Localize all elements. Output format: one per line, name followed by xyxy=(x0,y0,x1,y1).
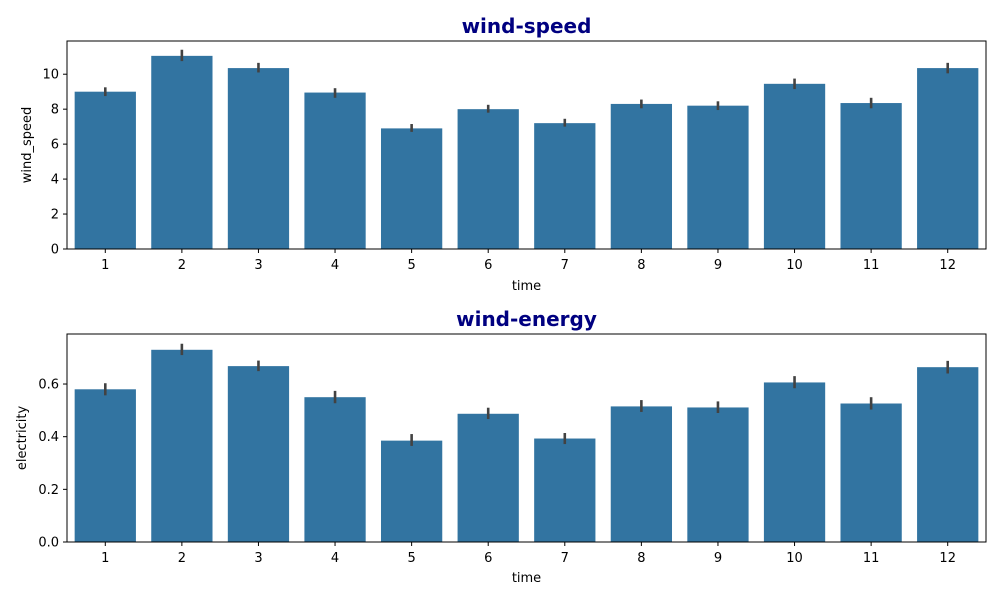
y-tick-label: 6 xyxy=(51,138,59,153)
bar-5 xyxy=(380,440,443,542)
x-tick-label: 2 xyxy=(178,258,186,273)
y-tick-label: 2 xyxy=(51,208,59,223)
bar-4 xyxy=(304,397,366,542)
bar-12 xyxy=(917,367,979,542)
x-tick-label: 6 xyxy=(484,258,492,273)
x-tick-label: 3 xyxy=(254,551,262,566)
x-tick-label: 7 xyxy=(561,551,569,566)
bar-5 xyxy=(380,128,443,249)
y-tick-label: 0.2 xyxy=(38,483,59,498)
y-tick-label: 0.0 xyxy=(38,536,59,551)
x-tick-label: 1 xyxy=(101,258,109,273)
bar-6 xyxy=(457,413,519,542)
x-tick-label: 3 xyxy=(254,258,262,273)
y-tick-label: 0 xyxy=(51,243,59,258)
x-axis-label: time xyxy=(512,279,541,294)
bar-11 xyxy=(840,403,902,542)
y-axis-label: wind_speed xyxy=(20,107,35,184)
bar-3 xyxy=(227,68,290,249)
y-tick-label: 8 xyxy=(51,103,59,118)
chart-title: wind-speed xyxy=(462,14,592,38)
bar-1 xyxy=(74,389,136,542)
y-tick-label: 4 xyxy=(51,173,59,188)
bar-6 xyxy=(457,109,519,250)
chart-title: wind-energy xyxy=(456,307,597,331)
x-tick-label: 8 xyxy=(637,258,645,273)
bar-10 xyxy=(763,382,826,542)
bar-9 xyxy=(687,105,749,249)
x-tick-label: 5 xyxy=(407,258,415,273)
bar-2 xyxy=(151,55,213,249)
bar-9 xyxy=(687,407,749,542)
x-tick-label: 7 xyxy=(561,258,569,273)
x-tick-label: 4 xyxy=(331,551,339,566)
bar-7 xyxy=(534,123,596,249)
wind-energy-chart: 1 2 3 4 5 6 7 8 9 10 11 120.00.20.40.6wind-energyti… xyxy=(15,307,987,586)
x-tick-label: 12 xyxy=(939,258,956,273)
x-axis-label: time xyxy=(512,571,541,586)
y-tick-label: 0.6 xyxy=(38,378,59,393)
axes-frame xyxy=(66,40,987,250)
x-tick-label: 12 xyxy=(939,551,956,566)
bar-12 xyxy=(917,68,979,249)
x-tick-label: 6 xyxy=(484,551,492,566)
y-axis-label: electricity xyxy=(15,406,30,471)
bar-4 xyxy=(304,92,366,250)
bar-1 xyxy=(74,91,136,249)
x-tick-label: 11 xyxy=(863,258,880,273)
x-tick-label: 2 xyxy=(178,551,186,566)
bar-7 xyxy=(534,438,596,542)
x-tick-label: 5 xyxy=(407,551,415,566)
bar-10 xyxy=(763,83,826,249)
x-tick-label: 9 xyxy=(714,258,722,273)
x-tick-label: 8 xyxy=(637,551,645,566)
bar-11 xyxy=(840,103,902,250)
bar-3 xyxy=(227,366,290,542)
axes-frame xyxy=(66,333,987,543)
x-tick-label: 4 xyxy=(331,258,339,273)
bar-8 xyxy=(610,406,673,542)
x-tick-label: 9 xyxy=(714,551,722,566)
x-tick-label: 10 xyxy=(786,551,803,566)
x-tick-label: 1 xyxy=(101,551,109,566)
bar-2 xyxy=(151,349,213,542)
wind-speed-chart: 1 2 3 4 5 6 7 8 9 10 11 120246810wind-speedtimewind… xyxy=(20,14,987,294)
y-tick-label: 10 xyxy=(42,68,59,83)
x-tick-label: 10 xyxy=(786,258,803,273)
y-tick-label: 0.4 xyxy=(38,430,59,445)
bar-8 xyxy=(610,103,673,249)
x-tick-label: 11 xyxy=(863,551,880,566)
